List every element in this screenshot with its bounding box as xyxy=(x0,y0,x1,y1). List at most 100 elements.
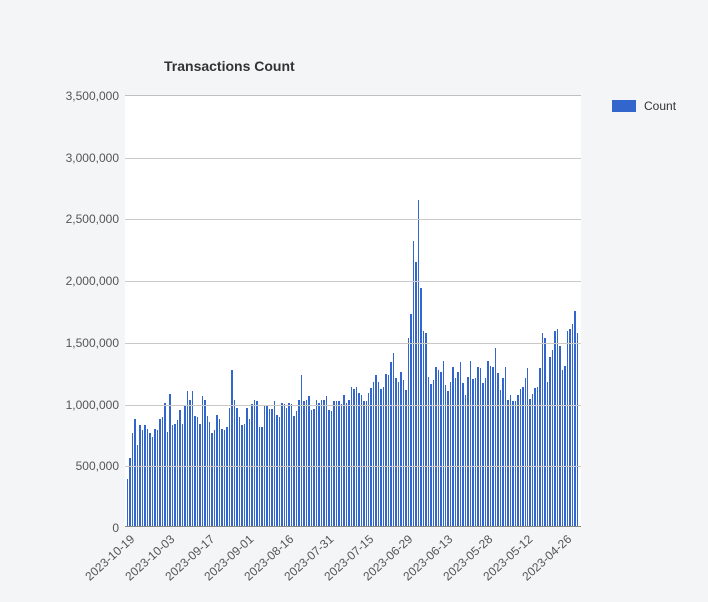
bar xyxy=(512,401,513,526)
bar xyxy=(383,387,384,526)
grid-line xyxy=(125,219,581,220)
bar xyxy=(321,400,322,526)
bar xyxy=(559,346,560,526)
bar xyxy=(485,378,486,526)
bar xyxy=(537,387,538,526)
bar xyxy=(395,378,396,526)
bar xyxy=(142,430,143,526)
bar xyxy=(527,368,528,526)
bar xyxy=(457,372,458,526)
bar xyxy=(139,425,140,526)
bar xyxy=(279,417,280,526)
bar xyxy=(351,387,352,526)
bar xyxy=(211,433,212,526)
bar xyxy=(433,380,434,526)
bar xyxy=(172,425,173,526)
bar xyxy=(298,400,299,526)
plot-area: 0500,0001,000,0001,500,0002,000,0002,500… xyxy=(125,95,581,527)
bar xyxy=(443,361,444,526)
bar xyxy=(274,401,275,526)
bar xyxy=(539,368,540,526)
bar xyxy=(450,382,451,526)
bar xyxy=(470,361,471,526)
bar xyxy=(169,394,170,526)
bar xyxy=(552,350,553,527)
bar xyxy=(137,445,138,526)
bar xyxy=(318,403,319,526)
bar xyxy=(490,366,491,526)
bar xyxy=(405,390,406,526)
bar xyxy=(331,411,332,526)
bar xyxy=(226,427,227,526)
bar xyxy=(415,262,416,526)
bar xyxy=(179,410,180,526)
bar xyxy=(149,433,150,526)
y-tick-label: 2,500,000 xyxy=(66,212,119,226)
bar xyxy=(311,410,312,526)
bar xyxy=(154,429,155,527)
bar xyxy=(338,401,339,526)
bar xyxy=(162,417,163,526)
bar xyxy=(316,400,317,526)
bar xyxy=(214,430,215,526)
bar xyxy=(144,425,145,526)
bar xyxy=(326,396,327,526)
bar xyxy=(492,367,493,526)
bar xyxy=(445,385,446,526)
bar xyxy=(254,400,255,526)
y-tick-label: 1,000,000 xyxy=(66,398,119,412)
bar xyxy=(569,329,570,526)
bar xyxy=(366,401,367,526)
bar xyxy=(291,404,292,526)
bar xyxy=(296,411,297,526)
bar xyxy=(515,401,516,526)
bar xyxy=(134,419,135,526)
bar xyxy=(522,387,523,526)
bar xyxy=(303,401,304,526)
bar xyxy=(308,396,309,526)
bar xyxy=(167,432,168,526)
bar xyxy=(152,437,153,526)
bar xyxy=(517,395,518,526)
bar xyxy=(221,429,222,527)
bar xyxy=(547,382,548,526)
bar xyxy=(410,314,411,526)
bar xyxy=(336,401,337,526)
grid-line xyxy=(125,281,581,282)
bar xyxy=(177,420,178,526)
bar xyxy=(525,378,526,526)
bar xyxy=(542,333,543,526)
bar xyxy=(438,370,439,526)
bar xyxy=(487,361,488,526)
bar xyxy=(385,374,386,526)
bar xyxy=(413,241,414,526)
bar xyxy=(341,404,342,526)
bar xyxy=(510,395,511,526)
bar xyxy=(544,338,545,526)
grid-line xyxy=(125,158,581,159)
bar xyxy=(281,403,282,526)
bar xyxy=(348,400,349,526)
bar xyxy=(428,377,429,526)
bar xyxy=(567,331,568,526)
bar xyxy=(127,479,128,526)
bar xyxy=(288,403,289,526)
bar xyxy=(353,389,354,526)
bar xyxy=(147,429,148,527)
transactions-chart: Transactions Count 0500,0001,000,0001,50… xyxy=(0,0,708,602)
bar xyxy=(251,404,252,526)
bar xyxy=(182,424,183,526)
bar xyxy=(346,403,347,526)
y-tick-label: 0 xyxy=(112,521,119,535)
bar xyxy=(373,382,374,526)
bar xyxy=(403,380,404,526)
bar xyxy=(159,419,160,526)
bar xyxy=(378,382,379,526)
legend-label: Count xyxy=(644,99,676,113)
bar xyxy=(435,367,436,526)
bar xyxy=(313,409,314,526)
bar xyxy=(271,409,272,526)
bar xyxy=(562,370,563,526)
bar xyxy=(328,410,329,526)
bar xyxy=(477,367,478,526)
